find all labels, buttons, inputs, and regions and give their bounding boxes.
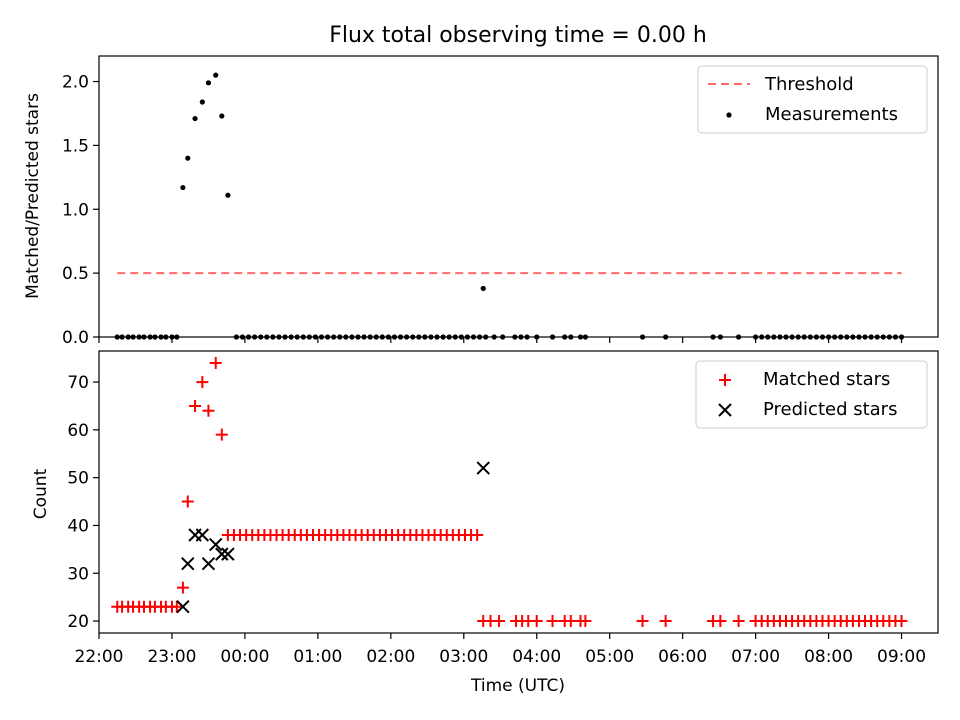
measurement-point: [199, 99, 205, 105]
matched-star-point: [176, 581, 189, 594]
top-y-tick-label: 0.0: [62, 328, 89, 348]
top-chart-title: Flux total observing time = 0.00 h: [329, 23, 707, 48]
measurement-point: [205, 80, 212, 86]
bottom-legend-box: [695, 360, 928, 429]
bottom-x-tick-label: 06:00: [658, 647, 707, 667]
bottom-x-tick-label: 08:00: [804, 647, 853, 667]
predicted-legend-label: Predicted stars: [763, 399, 897, 420]
measurements-legend-label: Measurements: [765, 104, 898, 125]
top-y-ticks: 0.0 0.5 1.0 1.5 2.0: [62, 73, 99, 348]
bottom-x-tick-label: 01:00: [293, 647, 342, 667]
bottom-x-tick-label: 22:00: [75, 647, 124, 667]
bottom-y-tick-label: 70: [67, 373, 89, 393]
predicted-star-point: [215, 547, 229, 561]
top-legend-box: [697, 65, 928, 134]
bottom-legend: Matched stars Predicted stars: [695, 360, 928, 429]
top-y-tick-label: 1.0: [62, 200, 89, 220]
matched-star-point: [530, 615, 543, 628]
bottom-y-tick-label: 30: [67, 564, 89, 584]
predicted-star-point: [195, 528, 210, 542]
bottom-axes-frame: [98, 350, 939, 634]
matched-star-point: [170, 600, 183, 613]
measurement-point: [192, 115, 198, 122]
matched-star-point: [196, 376, 209, 389]
bottom-y-tick-label: 40: [67, 516, 89, 536]
top-y-tick-label: 2.0: [62, 73, 89, 93]
matched-star-point: [202, 404, 215, 417]
predicted-star-point: [176, 600, 190, 614]
top-y-tick-label: 1.5: [62, 136, 89, 156]
matched-star-point: [636, 615, 649, 628]
matched-star-point: [546, 615, 559, 628]
matched-star-point: [579, 615, 592, 628]
matched-star-point: [471, 529, 484, 542]
bottom-x-tick-label: 07:00: [731, 647, 780, 667]
measurement-point: [480, 285, 486, 292]
matched-star-point: [189, 399, 202, 412]
bottom-x-ticks: 22:00 23:00 00:00 01:00 02:00 03:00 04:00 05:00…: [75, 633, 926, 667]
top-y-tick-label: 0.5: [62, 264, 89, 284]
bottom-y-ticks: 20 30 40 50 60 70: [67, 373, 99, 632]
measurement-point: [180, 184, 186, 191]
top-legend: Threshold Measurements: [697, 65, 928, 134]
predicted-star-point: [476, 461, 490, 475]
threshold-legend-label: Threshold: [764, 74, 854, 95]
matched-star-point: [895, 615, 908, 628]
measurement-point: [213, 72, 219, 78]
bottom-x-tick-label: 02:00: [366, 647, 415, 667]
measurement-point: [185, 155, 191, 161]
matched-legend-swatch: [719, 374, 731, 386]
matched-star-point: [659, 615, 672, 628]
bottom-x-tick-label: 04:00: [512, 647, 561, 667]
matched-star-point: [732, 615, 745, 628]
bottom-y-tick-label: 20: [67, 612, 89, 632]
top-y-axis-label: Matched/Predicted stars: [23, 93, 43, 299]
matched-star-point: [181, 495, 194, 508]
predicted-legend-swatch: [718, 403, 732, 417]
bottom-y-tick-label: 60: [67, 421, 89, 441]
bottom-x-tick-label: 23:00: [147, 647, 196, 667]
predicted-star-point: [209, 537, 223, 552]
bottom-x-tick-label: 03:00: [439, 647, 488, 667]
measurement-point: [219, 113, 225, 119]
predicted-star-point: [181, 556, 195, 571]
bottom-x-axis-label: Time (UTC): [470, 676, 565, 696]
predicted-star-point: [221, 547, 235, 561]
measurement-point: [225, 192, 231, 198]
predicted-star-point: [201, 556, 216, 571]
bottom-plot-marks: [111, 356, 908, 628]
measurements-legend-swatch: [726, 112, 732, 118]
bottom-x-tick-label: 09:00: [877, 647, 926, 667]
bottom-x-tick-label: 00:00: [220, 647, 269, 667]
matched-legend-label: Matched stars: [763, 369, 890, 390]
matched-star-point: [493, 615, 506, 628]
bottom-x-tick-label: 05:00: [585, 647, 634, 667]
bottom-y-tick-label: 50: [67, 469, 89, 489]
bottom-y-axis-label: Count: [31, 468, 51, 519]
matched-star-point: [215, 428, 228, 441]
matched-star-point: [714, 615, 727, 628]
top-axes-frame: [98, 55, 939, 338]
matched-star-point: [209, 356, 222, 369]
